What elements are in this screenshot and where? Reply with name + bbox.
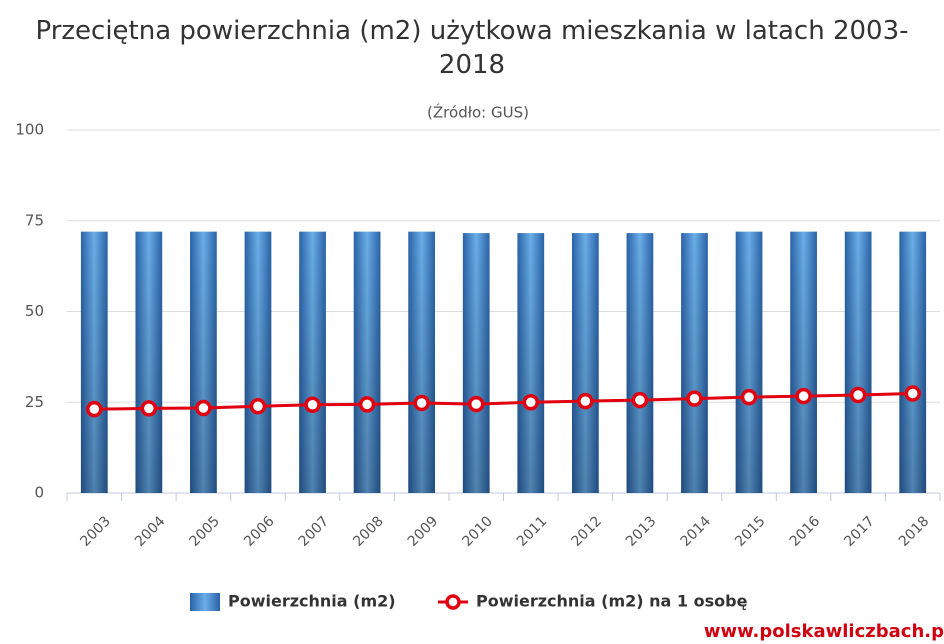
bar-group xyxy=(135,231,163,493)
line-point xyxy=(795,387,812,405)
y-tick-label: 50 xyxy=(25,302,44,320)
y-tick-label: 25 xyxy=(25,393,44,411)
line-point xyxy=(140,400,158,417)
bar-shade xyxy=(790,231,817,493)
watermark: www.polskawliczbach.p xyxy=(704,621,944,642)
legend-label: Powierzchnia (m2) na 1 osobę xyxy=(476,592,748,611)
line-point xyxy=(86,400,103,418)
bar-group xyxy=(299,231,326,493)
bar-group xyxy=(517,233,545,494)
line-point xyxy=(195,399,212,417)
x-tick-label: 2003 xyxy=(77,513,114,550)
bar-shade xyxy=(517,233,545,494)
line-point xyxy=(631,391,649,409)
bar-shade xyxy=(408,231,436,493)
y-tick-label: 100 xyxy=(15,121,44,139)
x-tick-label: 2014 xyxy=(678,513,715,550)
bar-shade xyxy=(299,231,326,493)
x-tick-label: 2011 xyxy=(514,513,551,550)
line-point xyxy=(413,394,430,412)
x-tick-label: 2017 xyxy=(841,513,878,550)
bar-group xyxy=(790,231,817,493)
x-tick-label: 2008 xyxy=(350,513,387,550)
bar-shade xyxy=(681,233,708,494)
bar-shade xyxy=(244,231,272,493)
x-tick-label: 2004 xyxy=(132,513,169,550)
bar-group xyxy=(190,231,217,493)
bar-shade xyxy=(353,231,381,493)
line-point xyxy=(358,396,376,413)
chart-title: Przeciętna powierzchnia (m2) użytkowa mi… xyxy=(35,16,909,80)
chart-subtitle: (Źródło: GUS) xyxy=(427,103,529,122)
line-point xyxy=(577,392,594,410)
bar-group xyxy=(408,231,436,493)
bar-shade xyxy=(899,231,927,493)
legend-swatch xyxy=(190,593,220,611)
bar-shade xyxy=(80,231,108,493)
y-tick-label: 0 xyxy=(34,484,44,502)
bar-group xyxy=(244,231,272,493)
bar-group xyxy=(844,231,872,493)
bar-shade xyxy=(190,231,217,493)
bar-group xyxy=(899,231,927,493)
bar-group xyxy=(735,231,763,493)
bar-shade xyxy=(626,233,654,494)
x-tick-label: 2007 xyxy=(296,513,333,550)
x-tick-label: 2005 xyxy=(187,513,224,550)
x-tick-label: 2013 xyxy=(623,513,660,550)
x-tick-label: 2010 xyxy=(459,513,496,550)
x-tick-label: 2018 xyxy=(896,513,933,550)
bar-group xyxy=(80,231,108,493)
legend-label: Powierzchnia (m2) xyxy=(228,592,396,611)
bar-shade xyxy=(844,231,872,493)
x-tick-label: 2015 xyxy=(732,513,769,550)
bar-shade xyxy=(135,231,163,493)
line-point xyxy=(467,395,485,413)
x-tick-label: 2006 xyxy=(241,513,278,550)
bar-group xyxy=(462,233,490,494)
y-tick-label: 75 xyxy=(25,211,44,229)
bar-shade xyxy=(735,231,763,493)
bar-group xyxy=(353,231,381,493)
line-point xyxy=(740,388,758,406)
bar-group xyxy=(626,233,654,494)
line-point xyxy=(304,396,321,414)
legend-marker xyxy=(445,594,461,610)
line-point xyxy=(522,394,540,411)
bar-shade xyxy=(571,233,599,494)
bar-shade xyxy=(462,233,490,494)
line xyxy=(94,392,913,411)
bar-group xyxy=(681,233,708,494)
line-point xyxy=(249,397,267,415)
line-point xyxy=(904,385,921,402)
bar-group xyxy=(571,233,599,494)
line-point xyxy=(849,386,867,404)
line-point xyxy=(686,390,703,407)
x-tick-label: 2012 xyxy=(568,513,605,550)
x-tick-label: 2016 xyxy=(787,513,824,550)
x-tick-label: 2009 xyxy=(405,513,442,550)
